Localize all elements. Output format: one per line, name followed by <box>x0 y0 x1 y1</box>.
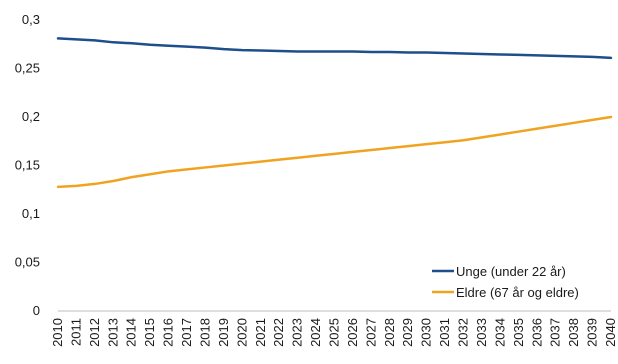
legend-label-2: Eldre (67 år og eldre) <box>456 285 579 300</box>
x-tick-label: 2013 <box>105 318 120 347</box>
y-tick-label: 0,15 <box>15 158 40 173</box>
x-tick-label: 2026 <box>345 318 360 347</box>
x-tick-label: 2025 <box>327 318 342 347</box>
x-tick-label: 2018 <box>197 318 212 347</box>
x-tick-label: 2015 <box>142 318 157 347</box>
x-axis-ticks: 2010 2011 2012 2013 2014 2015 2016 2017 2018 2019… <box>50 318 618 347</box>
legend-label-1: Unge (under 22 år) <box>456 264 566 279</box>
y-tick-label: 0,25 <box>15 61 40 76</box>
x-tick-label: 2038 <box>566 318 581 347</box>
x-tick-label: 2039 <box>585 318 600 347</box>
x-tick-label: 2016 <box>161 318 176 347</box>
x-tick-label: 2029 <box>400 318 415 347</box>
x-tick-label: 2022 <box>271 318 286 347</box>
x-tick-label: 2024 <box>308 318 323 347</box>
x-tick-label: 2034 <box>492 318 507 347</box>
x-tick-label: 2019 <box>216 318 231 347</box>
series-line-2 <box>56 115 613 189</box>
x-tick-label: 2014 <box>124 318 139 347</box>
x-tick-label: 2037 <box>548 318 563 347</box>
x-tick-label: 2030 <box>419 318 434 347</box>
x-tick-label: 2017 <box>179 318 194 347</box>
x-tick-label: 2036 <box>529 318 544 347</box>
y-tick-label: 0,2 <box>22 109 40 124</box>
series-lines <box>56 37 613 189</box>
x-tick-label: 2027 <box>363 318 378 347</box>
x-tick-label: 2031 <box>437 318 452 347</box>
y-tick-label: 0 <box>33 303 40 318</box>
legend: Unge (under 22 år) Eldre (67 år og eldre) <box>432 264 579 300</box>
x-tick-label: 2040 <box>603 318 618 347</box>
series-line-1 <box>56 37 613 60</box>
y-tick-label: 0,05 <box>15 255 40 270</box>
x-tick-label: 2021 <box>253 318 268 347</box>
y-tick-label: 0,1 <box>22 206 40 221</box>
x-tick-label: 2011 <box>68 318 83 346</box>
x-tick-label: 2012 <box>87 318 102 347</box>
x-tick-label: 2023 <box>290 318 305 347</box>
x-tick-label: 2035 <box>511 318 526 347</box>
x-tick-label: 2020 <box>234 318 249 347</box>
y-tick-label: 0,3 <box>22 12 40 27</box>
x-tick-label: 2028 <box>382 318 397 347</box>
x-tick-label: 2010 <box>50 318 65 347</box>
x-tick-label: 2033 <box>474 318 489 347</box>
y-axis-ticks: 0 0,05 0,1 0,15 0,2 0,25 0,3 <box>15 12 40 318</box>
x-tick-label: 2032 <box>456 318 471 347</box>
